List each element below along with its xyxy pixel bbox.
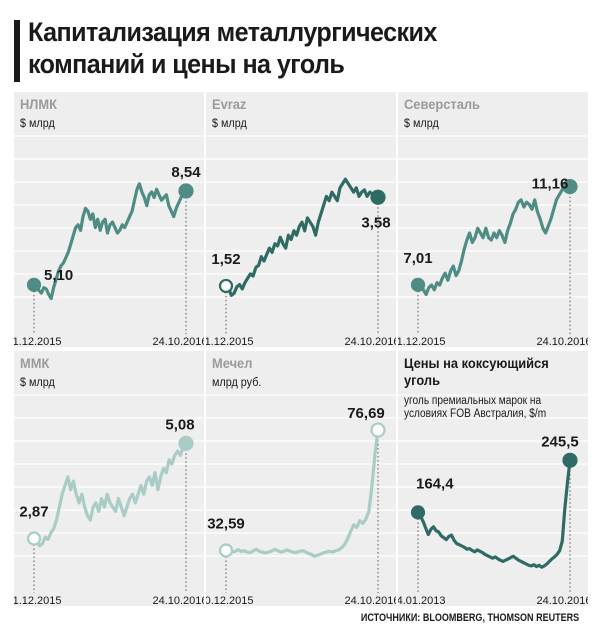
x-start-label: 31.12.2015 — [398, 336, 446, 347]
x-start-label: 14.01.2013 — [398, 595, 446, 606]
chart-svg: 2,87 5,08 31.12.2015 24.10.2016 — [14, 394, 204, 606]
end-value-label: 8,54 — [171, 164, 201, 181]
series-line — [32, 182, 188, 301]
start-marker — [26, 277, 42, 292]
x-end-label: 24.10.2016 — [152, 595, 204, 606]
chart-name: Северсталь — [404, 96, 480, 112]
start-marker — [218, 278, 234, 294]
chart-unit: $ млрд — [20, 375, 55, 389]
panel-mechel: 32,59 76,69 30.12.2015 24.10.2016 Мечел млр… — [206, 351, 396, 606]
x-end-label: 24.10.2016 — [536, 336, 588, 347]
end-marker — [562, 179, 578, 195]
x-start-label: 31.12.2015 — [206, 336, 254, 347]
series-line — [416, 181, 572, 297]
x-end-label: 24.10.2016 — [344, 336, 396, 347]
chart-name: ММК — [20, 355, 50, 371]
start-value-label: 32,59 — [207, 515, 245, 532]
end-value-label: 245,5 — [541, 433, 579, 450]
chart-unit: $ млрд — [212, 116, 247, 130]
chart-name: НЛМК — [20, 96, 57, 112]
chart-name: Мечел — [212, 355, 253, 371]
title-accent-bar — [14, 20, 20, 82]
start-marker — [410, 277, 426, 292]
panel-nlmk: 5,10 8,54 31.12.2015 24.10.2016 НЛМК $ млрд — [14, 92, 204, 347]
x-start-label: 31.12.2015 — [14, 336, 62, 347]
end-value-label: 76,69 — [347, 405, 385, 422]
chart-svg: 164,4 245,5 14.01.2013 24.10.2016 — [398, 394, 588, 606]
x-end-label: 24.10.2016 — [536, 595, 588, 606]
x-end-label: 24.10.2016 — [152, 336, 204, 347]
start-value-label: 1,52 — [211, 251, 240, 268]
page-title: Капитализация металлургических компаний … — [28, 17, 437, 79]
series-line — [416, 458, 572, 569]
panel-severstal: 7,01 11,16 31.12.2015 24.10.2016 Северсталь… — [398, 92, 588, 347]
series-line — [224, 428, 380, 558]
start-marker — [410, 505, 426, 520]
chart-svg: 1,52 3,58 31.12.2015 24.10.2016 — [206, 135, 396, 347]
end-marker — [178, 183, 194, 199]
end-marker — [562, 452, 578, 468]
chart-unit: млрд руб. — [212, 375, 262, 389]
end-value-label: 11,16 — [532, 176, 569, 193]
source-note: ИСТОЧНИКИ: BLOOMBERG, THOMSON REUTERS — [360, 612, 579, 624]
chart-svg: 32,59 76,69 30.12.2015 24.10.2016 — [206, 394, 396, 606]
x-start-label: 31.12.2015 — [14, 595, 62, 606]
chart-name: Цены на коксующийся уголь — [404, 355, 549, 388]
x-end-label: 24.10.2016 — [344, 595, 396, 606]
end-marker — [178, 435, 194, 451]
chart-subtitle: уголь премиальных марок на условиях FOB … — [404, 395, 547, 420]
panel-coking-coal: 164,4 245,5 14.01.2013 24.10.2016 Цены на к… — [398, 351, 588, 606]
start-marker — [218, 543, 234, 558]
chart-name: Evraz — [212, 96, 247, 112]
chart-unit: $ млрд — [20, 116, 55, 130]
panel-evraz: 1,52 3,58 31.12.2015 24.10.2016 Evraz $ млр… — [206, 92, 396, 347]
start-value-label: 5,10 — [44, 267, 73, 284]
x-start-label: 30.12.2015 — [206, 595, 254, 606]
end-marker — [370, 422, 386, 438]
panel-mmk: 2,87 5,08 31.12.2015 24.10.2016 ММК $ млрд — [14, 351, 204, 606]
series-line — [32, 441, 188, 548]
end-value-label: 5,08 — [165, 416, 194, 433]
start-value-label: 164,4 — [416, 475, 454, 492]
chart-unit: $ млрд — [404, 116, 439, 130]
chart-svg: 5,10 8,54 31.12.2015 24.10.2016 — [14, 135, 204, 347]
start-value-label: 7,01 — [403, 250, 432, 267]
chart-svg: 7,01 11,16 31.12.2015 24.10.2016 — [398, 135, 588, 347]
end-value-label: 3,58 — [361, 214, 390, 231]
start-marker — [26, 531, 42, 546]
start-value-label: 2,87 — [19, 503, 48, 520]
end-marker — [370, 189, 386, 205]
series-line — [224, 177, 380, 297]
